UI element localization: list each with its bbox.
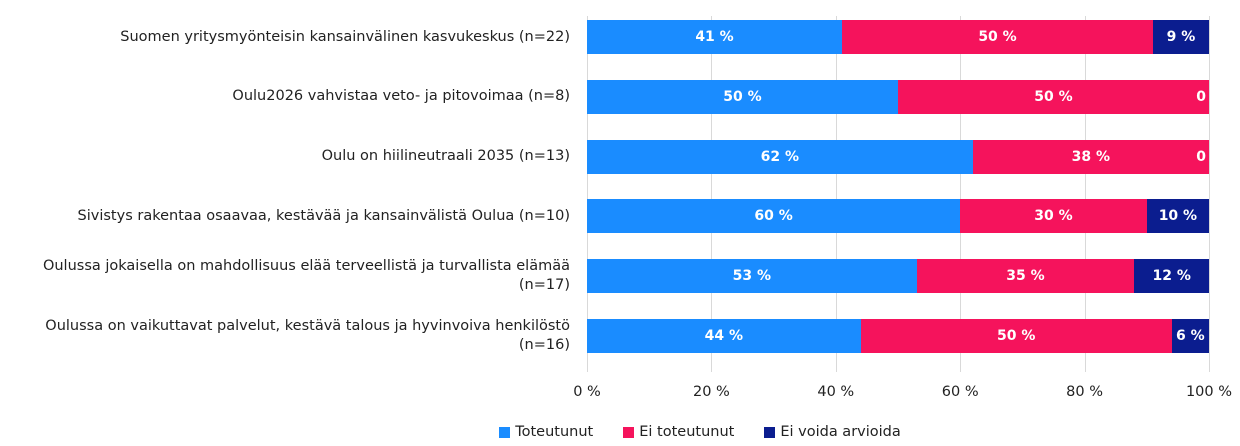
grid-line bbox=[711, 16, 713, 372]
value-label: 50 % bbox=[996, 328, 1036, 344]
value-label: 53 % bbox=[732, 268, 772, 285]
value-label: 0 bbox=[1196, 148, 1206, 165]
value-label: 38 % bbox=[1071, 148, 1110, 165]
value-label: 30 % bbox=[1034, 208, 1073, 225]
bar-segment bbox=[860, 319, 1172, 353]
bar-segment bbox=[587, 79, 898, 114]
bar-segment bbox=[1171, 319, 1209, 353]
bar-segment bbox=[1134, 259, 1209, 294]
bar-segment bbox=[1153, 20, 1209, 54]
bar-segment bbox=[842, 20, 1154, 54]
grid-line bbox=[1209, 16, 1210, 372]
value-label: 0 bbox=[1196, 88, 1206, 105]
legend-label: Ei toteutunut bbox=[639, 424, 735, 440]
bar-segment bbox=[972, 139, 1209, 174]
bar-segment bbox=[1146, 199, 1209, 234]
legend-swatch bbox=[764, 426, 776, 438]
bar-segment bbox=[898, 79, 1209, 114]
x-tick-label: 40 % bbox=[817, 384, 855, 400]
grid-line bbox=[960, 16, 962, 372]
legend-item: Toteutunut bbox=[499, 424, 593, 440]
grid-line bbox=[587, 16, 588, 372]
bar-segment bbox=[587, 319, 861, 353]
x-tick-label: 60 % bbox=[941, 384, 979, 400]
legend-swatch bbox=[623, 426, 635, 438]
category-label: Suomen yritysmyönteisin kansainvälinen k… bbox=[120, 28, 570, 45]
value-label: 41 % bbox=[695, 29, 734, 45]
bar-segment bbox=[587, 139, 973, 174]
x-tick-label: 80 % bbox=[1066, 384, 1104, 400]
bar-segment bbox=[960, 199, 1147, 234]
value-label: 35 % bbox=[1006, 268, 1045, 285]
legend-label: Ei voida arvioida bbox=[780, 424, 901, 440]
category-label: Oulussa on vaikuttavat palvelut, kestävä… bbox=[45, 318, 570, 353]
bar-segment bbox=[916, 259, 1135, 294]
value-label: 50 % bbox=[723, 88, 762, 105]
legend-item: Ei toteutunut bbox=[623, 424, 734, 440]
value-label: 6 % bbox=[1176, 328, 1205, 344]
legend-item: Ei voida arvioida bbox=[764, 424, 901, 440]
value-label: 9 % bbox=[1166, 29, 1196, 45]
grid-line bbox=[835, 16, 837, 372]
x-tick-label: 0 % bbox=[573, 384, 601, 400]
bar-segment bbox=[587, 259, 917, 294]
value-label: 50 % bbox=[978, 29, 1017, 45]
legend: Toteutunut Ei toteutunut Ei voida arvioida bbox=[0, 424, 1240, 440]
bar-segment bbox=[587, 20, 843, 54]
category-label: Sivistys rakentaa osaavaa, kestävää ja k… bbox=[77, 207, 570, 224]
x-tick-label: 20 % bbox=[692, 384, 730, 400]
x-tick-label: 100 % bbox=[1185, 384, 1233, 400]
category-label: Oulu on hiilineutraali 2035 (n=13) bbox=[321, 148, 570, 165]
value-label: 60 % bbox=[754, 208, 793, 225]
category-label: Oulussa jokaisella on mahdollisuus elää … bbox=[42, 258, 570, 294]
bar-segment bbox=[587, 199, 961, 234]
value-label: 62 % bbox=[760, 148, 799, 165]
grid-line bbox=[1084, 16, 1086, 372]
legend-label: Toteutunut bbox=[515, 424, 594, 440]
value-label: 50 % bbox=[1034, 88, 1073, 105]
value-label: 10 % bbox=[1158, 208, 1198, 225]
value-label: 12 % bbox=[1152, 268, 1191, 285]
value-label: 44 % bbox=[704, 328, 744, 344]
category-label: Oulu2026 vahvistaa veto- ja pitovoimaa (… bbox=[232, 88, 570, 105]
legend-swatch bbox=[499, 426, 511, 438]
